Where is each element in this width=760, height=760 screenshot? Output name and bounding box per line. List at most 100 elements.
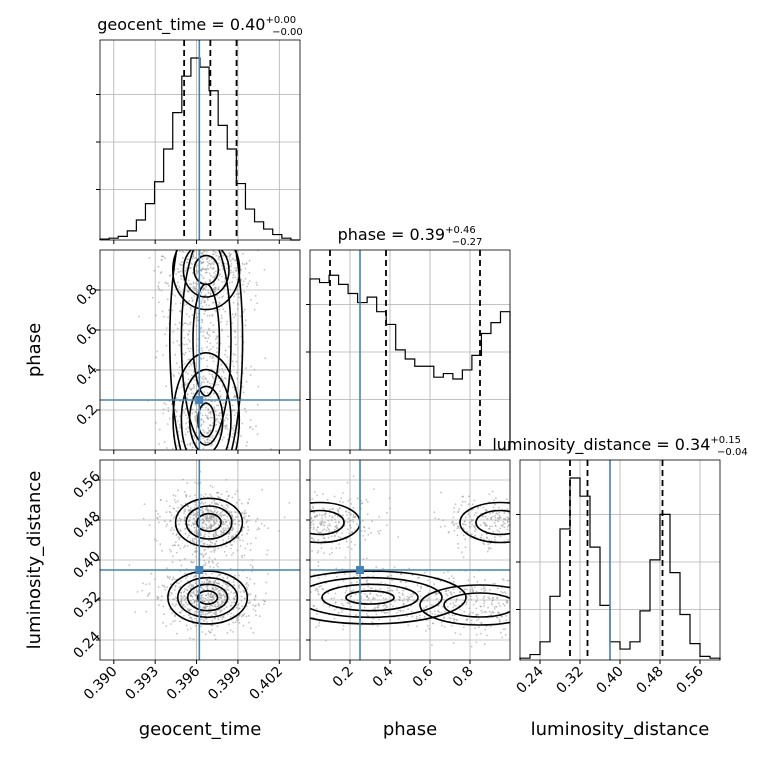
sample-point [321,529,324,532]
sample-point [211,443,213,446]
sample-point [200,274,203,276]
sample-point [189,321,192,324]
sample-point [177,387,180,390]
sample-point [447,531,450,534]
sample-point [184,544,186,547]
sample-point [243,407,246,410]
sample-point [364,538,367,541]
sample-point [202,597,205,599]
sample-point [246,582,248,584]
sample-point [208,630,210,632]
sample-point [484,589,487,592]
sample-point [208,278,211,281]
sample-point [186,443,189,446]
sample-point [484,523,486,526]
sample-point [455,522,458,525]
sample-point [389,619,392,621]
sample-point [206,586,209,588]
sample-point [209,510,211,513]
sample-point [211,501,213,504]
sample-point [468,515,471,518]
sample-point [464,588,467,590]
sample-point [202,330,205,333]
sample-point [236,490,239,492]
sample-point [204,310,207,313]
sample-point [226,586,228,589]
sample-point [179,290,182,293]
sample-point [213,521,215,524]
sample-point [494,525,497,527]
sample-point [482,542,485,544]
sample-point [221,439,224,441]
sample-point [330,597,333,600]
sample-point [498,620,501,623]
sample-point [327,536,330,539]
sample-point [504,628,507,630]
sample-point [220,363,223,366]
sample-point [249,426,251,429]
sample-point [189,495,191,498]
sample-point [217,582,220,585]
sample-point [215,519,218,521]
sample-point [219,273,221,276]
sample-point [208,521,211,523]
sample-point [211,314,214,316]
sample-point [184,322,187,325]
sample-point [493,608,496,610]
sample-point [195,325,198,327]
sample-point [243,290,246,293]
sample-point [492,597,494,600]
sample-point [260,522,263,525]
sample-point [194,580,197,582]
sample-point [223,506,225,509]
sample-point [215,384,217,386]
contour-geocent_time-luminosity_distance-1-1 [185,505,233,540]
sample-point [429,610,432,613]
sample-point [200,596,203,599]
sample-point [348,614,351,616]
sample-point [193,250,196,253]
sample-point [194,404,197,406]
sample-point [233,597,235,600]
sample-point [180,595,183,598]
sample-point [181,609,183,612]
sample-point [417,577,419,579]
sample-point [374,606,377,609]
sample-point [180,591,182,594]
sample-point [168,417,171,420]
sample-point [464,519,466,522]
sample-point [230,604,233,607]
sample-point [204,401,206,403]
sample-point [183,322,186,325]
sample-point [335,531,338,534]
sample-point [174,303,177,305]
sample-point [223,598,226,601]
sample-point [178,586,181,589]
sample-point [176,582,178,584]
sample-point [318,532,321,534]
sample-point [448,577,450,580]
sample-point [203,549,206,552]
sample-point [244,547,247,550]
sample-point [496,513,499,516]
sample-point [227,601,229,603]
sample-point [254,295,257,297]
sample-point [328,530,331,532]
sample-point [477,618,480,620]
sample-point [233,295,236,298]
sample-point [472,612,474,614]
sample-point [393,566,396,568]
sample-point [321,520,324,523]
sample-point [312,526,315,528]
sample-point [211,524,214,527]
sample-point [223,607,226,610]
sample-point [464,500,467,503]
sample-point [234,493,237,495]
sample-point [227,335,230,338]
sample-point [340,611,343,613]
sample-point [217,404,220,407]
sample-point [338,547,341,549]
sample-point [234,354,237,356]
sample-point [425,605,428,608]
sample-point [166,523,169,526]
